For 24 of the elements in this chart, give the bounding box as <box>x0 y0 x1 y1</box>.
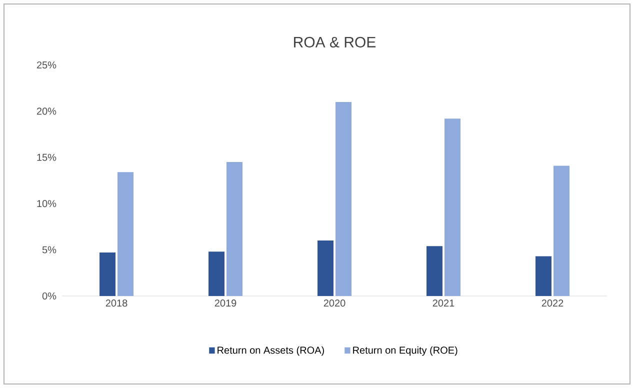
y-tick-label: 5% <box>42 246 56 254</box>
x-tick-label: 2022 <box>542 300 564 307</box>
chart-title: ROA & ROE <box>294 36 376 48</box>
bar <box>444 118 460 296</box>
bar <box>226 162 243 296</box>
x-tick-label: 2018 <box>106 300 128 307</box>
x-tick-label: 2021 <box>432 300 454 307</box>
bar <box>336 102 352 296</box>
bar <box>553 166 570 296</box>
y-tick-label: 25% <box>36 61 56 69</box>
y-tick-label: 10% <box>37 200 56 208</box>
bar <box>100 252 116 296</box>
bar <box>426 246 442 296</box>
legend-label: Return on Assets (ROA) <box>218 346 324 356</box>
bar <box>318 240 334 296</box>
y-tick-label: 15% <box>37 154 56 161</box>
x-tick-label: 2019 <box>214 300 236 307</box>
legend-label: Return on Equity (ROE) <box>353 346 458 356</box>
x-tick-label: 2020 <box>324 300 346 307</box>
y-tick-label: 20% <box>36 108 56 115</box>
bar <box>208 252 225 296</box>
bar <box>535 256 552 296</box>
y-tick-label: 0% <box>42 292 56 300</box>
bar <box>118 172 134 296</box>
